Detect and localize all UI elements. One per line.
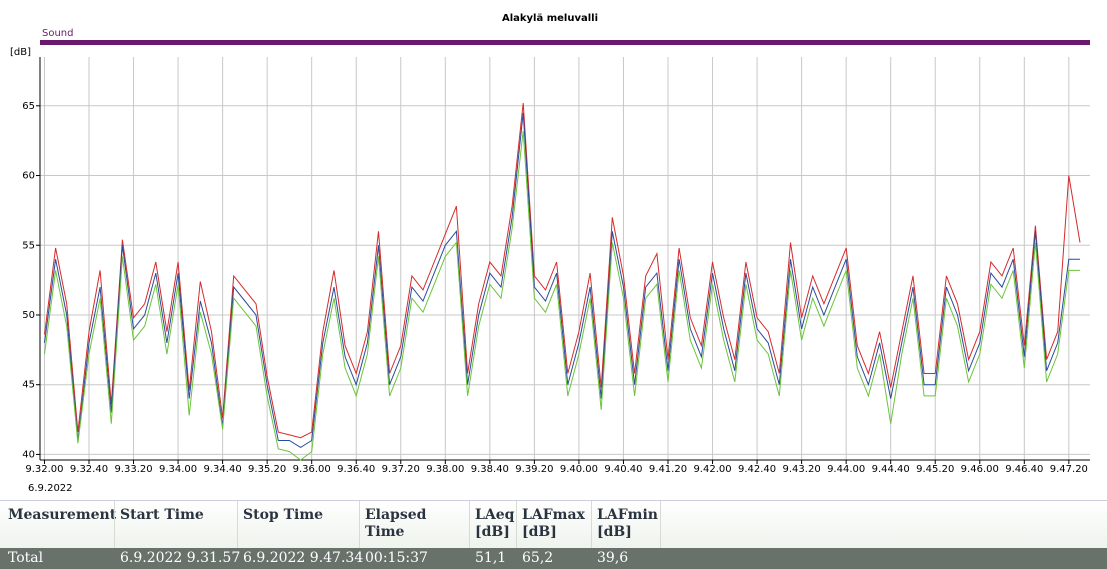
y-tick-label: 60 — [22, 171, 35, 182]
data-line — [44, 102, 1081, 439]
x-tick-label: 9.46.00 — [961, 464, 999, 475]
data-line — [44, 112, 1080, 448]
y-tick-label: 55 — [22, 240, 35, 251]
x-tick-label: 9.43.20 — [783, 464, 821, 475]
y-tick-label: 50 — [22, 310, 35, 321]
x-tick-label: 9.34.40 — [204, 464, 242, 475]
table-cell: 6.9.2022 9.31.57 — [120, 550, 241, 566]
chart: Alakylä meluvalli Sound [dB] 6.9.2022 40… — [10, 13, 1090, 494]
column-separator — [359, 501, 360, 549]
x-tick-label: 9.42.00 — [693, 464, 731, 475]
y-tick-label: 45 — [22, 380, 35, 391]
table-cell: 00:15:37 — [365, 550, 428, 566]
y-unit: [dB] — [10, 47, 31, 58]
table-row[interactable]: Total 6.9.2022 9.31.57 6.9.2022 9.47.34 00:… — [0, 548, 1107, 569]
table-cell: 65,2 — [522, 550, 554, 566]
column-header[interactable]: LAFmax [dB] — [522, 507, 590, 540]
x-tick-label: 9.37.20 — [382, 464, 420, 475]
legend-bar — [40, 40, 1090, 45]
column-header[interactable]: Elapsed Time — [365, 507, 432, 540]
x-tick-label: 9.32.00 — [25, 464, 63, 475]
table-cell: 6.9.2022 9.47.34 — [243, 550, 364, 566]
column-header[interactable]: LAFmin [dB] — [597, 507, 663, 540]
results-table: Measurement Start Time Stop Time Elapsed Ti… — [0, 500, 1107, 569]
column-separator — [114, 501, 115, 549]
column-separator — [237, 501, 238, 549]
y-tick-label: 65 — [22, 101, 35, 112]
x-tick-label: 9.41.20 — [649, 464, 687, 475]
x-tick-label: 9.44.40 — [872, 464, 910, 475]
x-tick-label: 9.45.20 — [916, 464, 954, 475]
x-tick-label: 9.47.20 — [1050, 464, 1088, 475]
x-tick-label: 9.35.20 — [248, 464, 286, 475]
x-tick-label: 9.38.40 — [471, 464, 509, 475]
x-tick-label: 9.36.40 — [337, 464, 375, 475]
column-separator — [660, 501, 661, 549]
x-tick-label: 9.33.20 — [114, 464, 152, 475]
column-header[interactable]: LAeq [dB] — [475, 507, 520, 540]
table-header: Measurement Start Time Stop Time Elapsed Ti… — [0, 500, 1107, 549]
column-separator — [469, 501, 470, 549]
x-tick-label: 9.42.40 — [738, 464, 776, 475]
data-line — [44, 130, 1080, 461]
table-cell: 39,6 — [597, 550, 629, 566]
column-separator — [591, 501, 592, 549]
legend-label: Sound — [42, 28, 74, 39]
chart-title: Alakylä meluvalli — [502, 13, 598, 24]
table-cell: 51,1 — [475, 550, 507, 566]
y-tick-label: 40 — [22, 449, 35, 460]
column-header[interactable]: Stop Time — [243, 507, 324, 523]
x-tick-label: 9.40.40 — [604, 464, 642, 475]
x-tick-label: 9.44.00 — [827, 464, 865, 475]
x-tick-label: 9.40.00 — [560, 464, 598, 475]
column-header[interactable]: Measurement — [8, 507, 117, 523]
x-tick-label: 9.32.40 — [70, 464, 108, 475]
x-date: 6.9.2022 — [28, 483, 73, 494]
x-tick-label: 9.39.20 — [515, 464, 553, 475]
x-tick-label: 9.36.00 — [293, 464, 331, 475]
table-cell: Total — [8, 550, 44, 566]
column-separator — [516, 501, 517, 549]
x-tick-label: 9.34.00 — [159, 464, 197, 475]
x-tick-label: 9.38.00 — [426, 464, 464, 475]
x-tick-label: 9.46.40 — [1005, 464, 1043, 475]
column-header[interactable]: Start Time — [120, 507, 204, 523]
